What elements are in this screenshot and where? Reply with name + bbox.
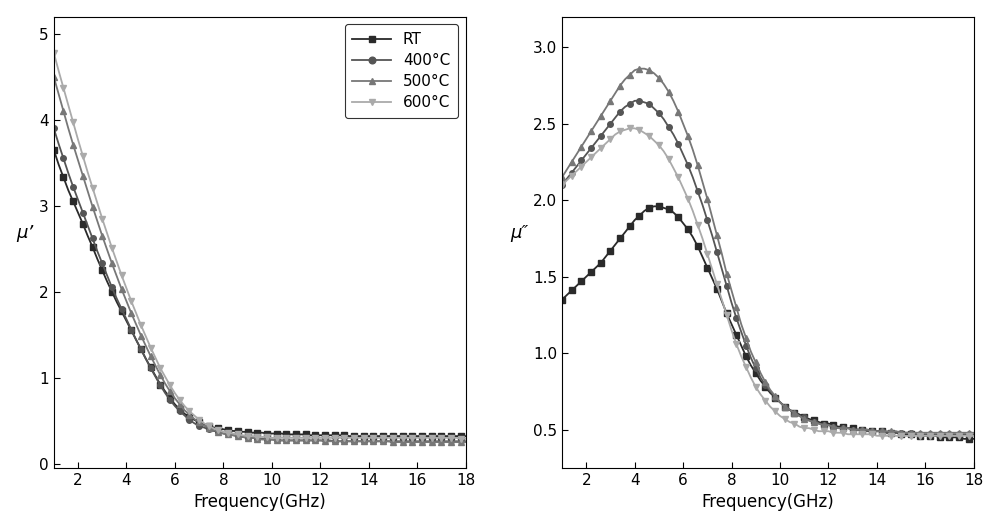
500°C bbox=[895, 430, 907, 436]
RT bbox=[968, 436, 980, 442]
600°C bbox=[881, 432, 893, 439]
400°C bbox=[67, 184, 79, 190]
400°C bbox=[910, 431, 922, 437]
RT bbox=[343, 433, 355, 439]
500°C bbox=[876, 428, 888, 435]
600°C bbox=[556, 182, 568, 188]
400°C bbox=[246, 435, 258, 441]
600°C bbox=[566, 173, 578, 179]
RT bbox=[876, 428, 888, 435]
RT bbox=[91, 256, 103, 262]
500°C bbox=[48, 74, 60, 80]
600°C bbox=[48, 50, 60, 56]
RT bbox=[57, 174, 69, 181]
500°C bbox=[914, 430, 926, 436]
400°C bbox=[575, 157, 587, 164]
500°C bbox=[556, 174, 568, 181]
500°C bbox=[460, 439, 472, 445]
500°C bbox=[566, 159, 578, 165]
Legend: RT, 400°C, 500°C, 600°C: RT, 400°C, 500°C, 600°C bbox=[345, 24, 458, 118]
Line: 600°C: 600°C bbox=[51, 50, 468, 441]
400°C bbox=[57, 155, 69, 162]
500°C bbox=[57, 108, 69, 115]
400°C bbox=[914, 431, 926, 437]
400°C bbox=[48, 125, 60, 131]
400°C bbox=[876, 428, 888, 435]
RT bbox=[67, 199, 79, 205]
600°C bbox=[57, 85, 69, 91]
RT bbox=[600, 253, 612, 260]
600°C bbox=[397, 435, 409, 441]
500°C bbox=[401, 439, 413, 445]
RT bbox=[958, 436, 970, 442]
X-axis label: Frequency(GHz): Frequency(GHz) bbox=[193, 493, 326, 511]
500°C bbox=[759, 379, 771, 385]
Line: 600°C: 600°C bbox=[559, 126, 976, 439]
600°C bbox=[624, 125, 636, 131]
400°C bbox=[367, 438, 379, 445]
500°C bbox=[575, 144, 587, 150]
400°C bbox=[401, 438, 413, 445]
600°C bbox=[968, 432, 980, 439]
500°C bbox=[387, 439, 399, 445]
600°C bbox=[246, 433, 258, 439]
Y-axis label: μ″: μ″ bbox=[510, 224, 528, 242]
400°C bbox=[91, 248, 103, 254]
400°C bbox=[600, 127, 612, 133]
600°C bbox=[460, 436, 472, 442]
600°C bbox=[91, 200, 103, 206]
RT bbox=[566, 287, 578, 294]
Line: 400°C: 400°C bbox=[559, 98, 976, 437]
500°C bbox=[246, 435, 258, 441]
400°C bbox=[556, 182, 568, 188]
RT bbox=[556, 297, 568, 303]
RT bbox=[759, 384, 771, 390]
500°C bbox=[67, 142, 79, 148]
Line: 500°C: 500°C bbox=[51, 74, 468, 445]
600°C bbox=[455, 436, 467, 442]
400°C bbox=[629, 98, 641, 104]
RT bbox=[910, 431, 922, 437]
Y-axis label: μ’: μ’ bbox=[17, 224, 34, 242]
600°C bbox=[600, 140, 612, 147]
500°C bbox=[633, 65, 645, 72]
RT bbox=[401, 433, 413, 439]
600°C bbox=[871, 432, 883, 439]
400°C bbox=[460, 438, 472, 445]
500°C bbox=[600, 105, 612, 111]
Line: 400°C: 400°C bbox=[51, 126, 468, 444]
400°C bbox=[329, 438, 341, 445]
Line: 500°C: 500°C bbox=[559, 66, 976, 436]
600°C bbox=[914, 432, 926, 439]
500°C bbox=[968, 430, 980, 436]
400°C bbox=[759, 382, 771, 389]
600°C bbox=[575, 163, 587, 169]
RT bbox=[648, 203, 660, 210]
RT bbox=[246, 429, 258, 436]
400°C bbox=[566, 169, 578, 176]
X-axis label: Frequency(GHz): Frequency(GHz) bbox=[701, 493, 834, 511]
500°C bbox=[91, 218, 103, 224]
500°C bbox=[363, 438, 375, 445]
RT bbox=[48, 147, 60, 153]
RT bbox=[460, 433, 472, 439]
400°C bbox=[968, 431, 980, 437]
Line: RT: RT bbox=[559, 204, 976, 441]
RT bbox=[367, 433, 379, 439]
RT bbox=[575, 278, 587, 285]
600°C bbox=[67, 119, 79, 126]
600°C bbox=[759, 398, 771, 404]
600°C bbox=[363, 435, 375, 441]
Line: RT: RT bbox=[51, 147, 468, 439]
